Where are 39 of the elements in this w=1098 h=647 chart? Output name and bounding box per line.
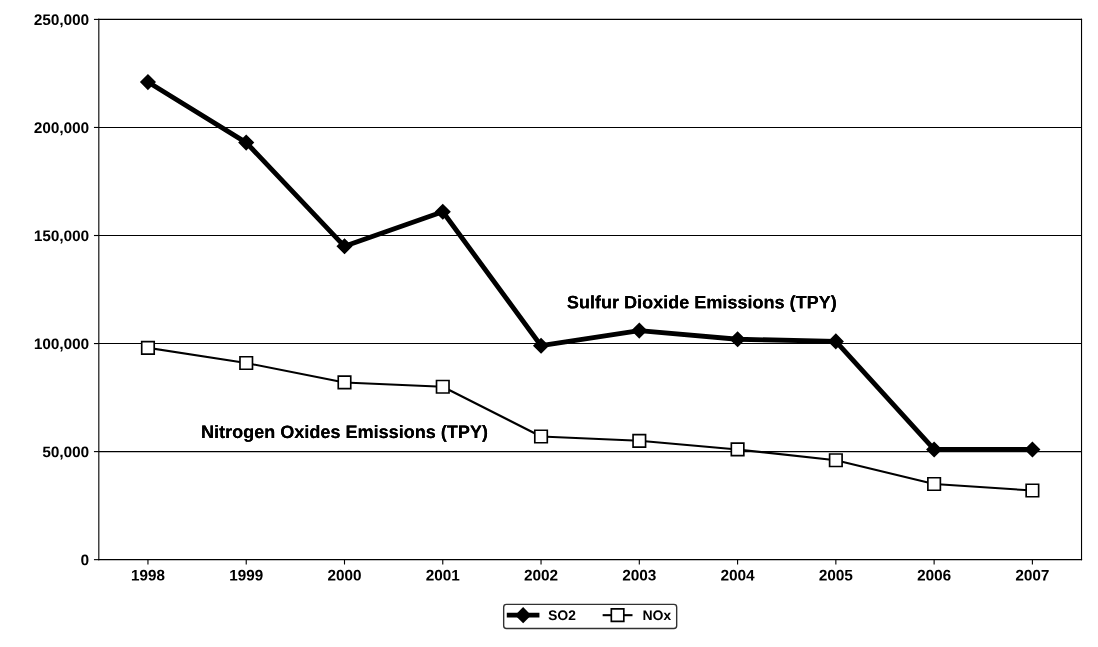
point	[337, 375, 352, 390]
point	[632, 433, 647, 448]
x-tick-label: 1998	[131, 569, 165, 581]
point	[1025, 483, 1040, 498]
point	[239, 355, 254, 371]
annotation: Sulfur Dioxide Emissions (TPY)	[567, 295, 836, 313]
point	[926, 441, 942, 458]
point	[828, 453, 843, 468]
y-tick-label: 150,000	[34, 230, 89, 244]
point	[435, 379, 450, 394]
y-tick-label: 50,000	[42, 446, 89, 460]
point	[927, 476, 942, 492]
legend-label: SO2	[548, 610, 576, 621]
x-tick-label: 2000	[328, 569, 361, 581]
point	[828, 333, 844, 350]
x-tick-label: 2005	[819, 569, 853, 581]
point	[730, 442, 745, 457]
y-tick-label: 250,000	[34, 14, 89, 28]
x-tick-label: 2001	[426, 569, 460, 581]
point	[435, 204, 451, 220]
point	[140, 340, 156, 355]
x-tick-label: 2002	[524, 569, 558, 581]
point	[533, 338, 549, 354]
x-tick-label: 2006	[917, 569, 951, 581]
x-tick-label: 2007	[1015, 569, 1049, 581]
point	[336, 238, 353, 255]
annotation: Nitrogen Oxides Emissions (TPY)	[202, 424, 488, 442]
x-tick-label: 2003	[622, 569, 656, 581]
point	[140, 74, 156, 90]
point	[729, 331, 746, 347]
point	[631, 322, 648, 339]
point	[533, 429, 549, 444]
point	[238, 134, 254, 151]
y-tick-label: 0	[81, 554, 89, 566]
x-tick-label: 2004	[721, 569, 755, 581]
y-tick-label: 100,000	[34, 338, 89, 352]
y-tick-label: 200,000	[34, 122, 89, 136]
x-tick-label: 1999	[230, 569, 263, 581]
legend-label: NOx	[643, 610, 672, 621]
